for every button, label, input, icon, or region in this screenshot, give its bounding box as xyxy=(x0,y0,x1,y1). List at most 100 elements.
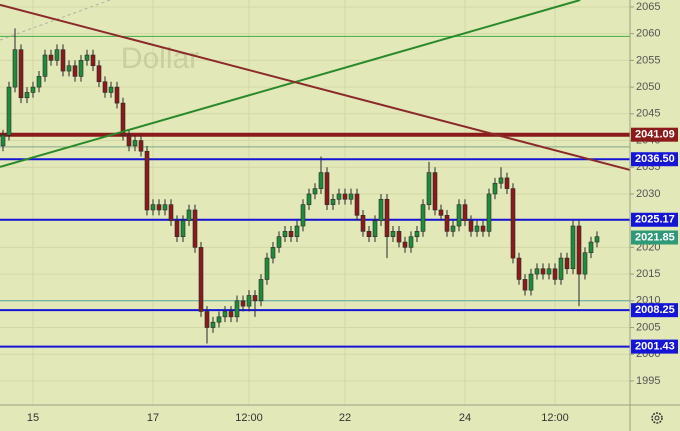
candle-body xyxy=(126,134,132,147)
trend-line xyxy=(0,3,631,171)
candle-body xyxy=(156,204,162,211)
price-label-bg xyxy=(631,212,678,227)
candle-body xyxy=(378,198,384,221)
candle-body xyxy=(570,225,576,270)
candle-body xyxy=(240,300,246,307)
candle-body xyxy=(540,268,546,275)
candle-body xyxy=(0,134,6,147)
candle-body xyxy=(216,316,222,323)
candle-body xyxy=(300,204,306,227)
settings-button[interactable] xyxy=(651,412,663,424)
candle-body xyxy=(180,220,186,237)
candle-body xyxy=(372,220,378,237)
candle-body xyxy=(54,49,60,61)
candle-body xyxy=(96,65,102,83)
candle-body xyxy=(444,215,450,232)
candle-body xyxy=(36,76,42,88)
candle-body xyxy=(264,257,270,280)
candle-body xyxy=(258,279,264,302)
price-label-bg xyxy=(631,230,678,245)
candle-body xyxy=(270,247,276,259)
candle-body xyxy=(402,241,408,248)
candle-body xyxy=(348,193,354,200)
y-tick-label: 2060 xyxy=(636,28,660,40)
y-tick-label: 2030 xyxy=(636,188,660,200)
candle-body xyxy=(42,54,48,77)
candle-body xyxy=(144,150,150,211)
y-tick-label: 2050 xyxy=(636,81,660,93)
candle-body xyxy=(468,220,474,232)
candle-body xyxy=(390,231,396,237)
candle-body xyxy=(414,231,420,237)
candle-body xyxy=(462,204,468,221)
x-tick-label: 15 xyxy=(27,412,39,424)
candle-body xyxy=(102,81,108,93)
candle-body xyxy=(450,225,456,232)
plot-area xyxy=(0,0,630,405)
y-tick-label: 1995 xyxy=(636,375,660,387)
candle-body xyxy=(432,172,438,211)
candle-body xyxy=(504,177,510,189)
candle-body xyxy=(252,295,258,302)
trend-line xyxy=(0,0,581,168)
candle-body xyxy=(528,273,534,291)
candle-body xyxy=(210,321,216,328)
candle-body xyxy=(90,54,96,67)
candle-body xyxy=(198,247,204,312)
axes: 1995200020052010201520202025203020352040… xyxy=(27,1,678,424)
price-label-bg xyxy=(631,303,678,318)
candle-body xyxy=(342,193,348,200)
price-label-bg xyxy=(631,339,678,354)
candle-body xyxy=(486,193,492,232)
candle-body xyxy=(66,65,72,72)
candle-body xyxy=(72,65,78,77)
candle-body xyxy=(108,86,114,93)
candle-body xyxy=(276,236,282,248)
price-label: 2008.25 xyxy=(635,304,675,316)
candle-body xyxy=(174,220,180,237)
candle-body xyxy=(246,295,252,307)
candle-body xyxy=(516,257,522,280)
candle-body xyxy=(204,311,210,328)
candle-body xyxy=(546,268,552,275)
y-tick-label: 2055 xyxy=(636,54,660,66)
time-axis xyxy=(0,405,680,431)
y-tick-label: 2065 xyxy=(636,1,660,13)
candle-body xyxy=(162,204,168,211)
candle-body xyxy=(438,209,444,216)
candle-body xyxy=(306,193,312,205)
candle-body xyxy=(18,49,24,99)
candle-body xyxy=(510,188,516,259)
candle-body xyxy=(492,182,498,195)
candle-body xyxy=(474,225,480,232)
candle-body xyxy=(594,236,600,243)
overlay xyxy=(0,0,631,171)
candle-body xyxy=(558,257,564,280)
candle-body xyxy=(222,311,228,318)
candle-body xyxy=(186,209,192,221)
candle-body xyxy=(288,231,294,237)
candle-body xyxy=(522,279,528,291)
candle-body xyxy=(426,172,432,205)
candle-body xyxy=(114,86,120,104)
candle-body xyxy=(84,54,90,61)
price-label: 2036.50 xyxy=(635,153,675,165)
candle-body xyxy=(336,193,342,200)
x-tick-label: 12:00 xyxy=(235,412,263,424)
candle-body xyxy=(312,188,318,195)
y-tick-label: 2045 xyxy=(636,108,660,120)
candle-body xyxy=(456,204,462,227)
candle-body xyxy=(132,140,138,147)
candle-body xyxy=(120,102,126,136)
candle-body xyxy=(360,215,366,232)
candle-body xyxy=(150,204,156,211)
y-tick-label: 2005 xyxy=(636,321,660,333)
candle-body xyxy=(564,257,570,270)
price-label: 2001.43 xyxy=(635,341,675,353)
candle-body xyxy=(228,311,234,318)
price-label-bg xyxy=(631,127,678,142)
x-tick-label: 22 xyxy=(339,412,351,424)
candle-body xyxy=(12,49,18,88)
